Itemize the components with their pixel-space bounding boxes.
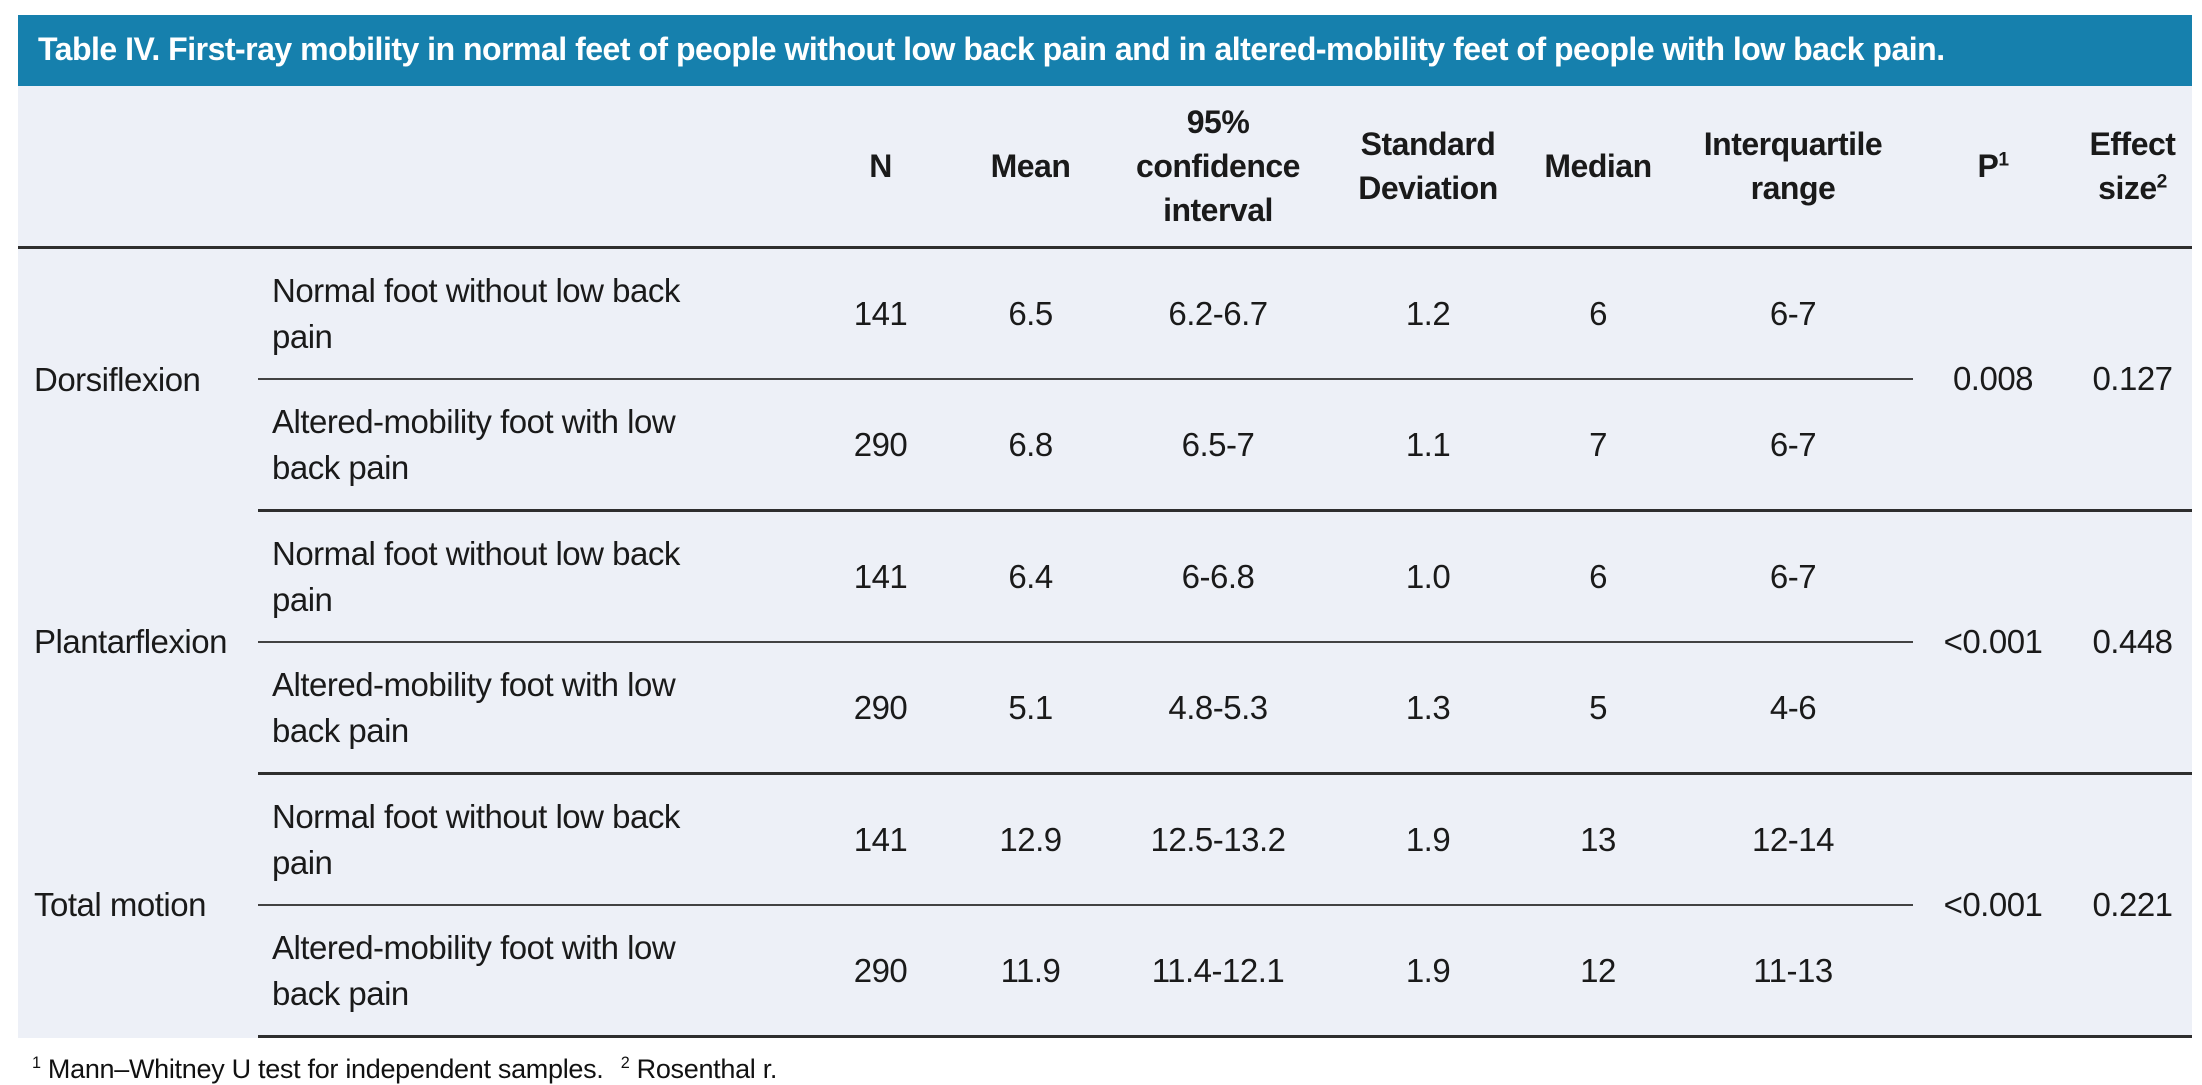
column-header-ci-label: 95% confidence interval [1136, 104, 1300, 228]
column-header-ci: 95% confidence interval [1103, 86, 1333, 249]
column-header-median: Median [1523, 86, 1673, 249]
p-value: 0.008 [1913, 247, 2073, 512]
footnote-superscript-2: 2 [620, 1054, 630, 1072]
sd-value: 1.2 [1333, 247, 1523, 380]
iqr-value: 6-7 [1673, 510, 1913, 643]
n-value: 141 [803, 510, 958, 643]
table-row: Altered-mobility foot with low back pain… [18, 905, 2192, 1038]
footnote-text-1: Mann–Whitney U test for independent samp… [47, 1054, 604, 1084]
condition-label: Altered-mobility foot with low back pain [258, 642, 803, 775]
table-title: Table IV. First-ray mobility in normal f… [38, 31, 1945, 67]
mean-value: 5.1 [958, 642, 1103, 775]
sd-value: 1.1 [1333, 379, 1523, 512]
p-value: <0.001 [1913, 773, 2073, 1038]
table-row: Plantarflexion Normal foot without low b… [18, 510, 2192, 775]
table-row: Altered-mobility foot with low back pain… [18, 379, 2192, 512]
column-header-iqr: Interquartile range [1673, 86, 1913, 249]
median-value: 6 [1523, 510, 1673, 643]
mean-value: 6.8 [958, 379, 1103, 512]
iqr-value: 11-13 [1673, 905, 1913, 1038]
iqr-value: 6-7 [1673, 379, 1913, 512]
condition-label: Altered-mobility foot with low back pain [258, 379, 803, 512]
column-header-effect-size: Effect size2 [2073, 86, 2192, 249]
column-header-p: P1 [1913, 86, 2073, 249]
iqr-value: 12-14 [1673, 773, 1913, 906]
table-row: Altered-mobility foot with low back pain… [18, 642, 2192, 775]
n-value: 141 [803, 247, 958, 380]
sd-value: 1.0 [1333, 510, 1523, 643]
iqr-value: 6-7 [1673, 247, 1913, 380]
data-table-container: N Mean 95% confidence interval Standard … [18, 86, 2192, 1038]
column-header-p-superscript: 1 [1998, 149, 2009, 171]
footnote-text-2: Rosenthal r. [636, 1054, 778, 1084]
median-value: 12 [1523, 905, 1673, 1038]
footnote-part-2: 2 Rosenthal r. [620, 1054, 778, 1084]
median-value: 13 [1523, 773, 1673, 906]
row-group-label: Dorsiflexion [34, 360, 201, 398]
mean-value: 11.9 [958, 905, 1103, 1038]
column-header-iqr-label: Interquartile range [1703, 126, 1883, 206]
sd-value: 1.9 [1333, 905, 1523, 1038]
effect-size-value: 0.221 [2073, 773, 2192, 1038]
p-value: <0.001 [1913, 510, 2073, 775]
mean-value: 12.9 [958, 773, 1103, 906]
median-value: 5 [1523, 642, 1673, 775]
mean-value: 6.5 [958, 247, 1103, 380]
ci-value: 6.5-7 [1103, 379, 1333, 512]
table-row: Dorsiflexion Normal foot without low bac… [18, 247, 2192, 512]
data-table: N Mean 95% confidence interval Standard … [18, 86, 2192, 1038]
n-value: 290 [803, 379, 958, 512]
condition-label: Normal foot without low back pain [258, 510, 803, 643]
mean-value: 6.4 [958, 510, 1103, 643]
column-header-n: N [803, 86, 958, 249]
ci-value: 6.2-6.7 [1103, 247, 1333, 380]
ci-value: 12.5-13.2 [1103, 773, 1333, 906]
header-row: N Mean 95% confidence interval Standard … [18, 86, 2192, 249]
median-value: 6 [1523, 247, 1673, 380]
table-title-bar: Table IV. First-ray mobility in normal f… [18, 15, 2192, 86]
column-header-group-blank [258, 86, 803, 249]
footnote-superscript-1: 1 [32, 1054, 41, 1072]
condition-label: Altered-mobility foot with low back pain [258, 905, 803, 1038]
table-row: Total motion Normal foot without low bac… [18, 773, 2192, 1038]
n-value: 290 [803, 905, 958, 1038]
effect-size-value: 0.127 [2073, 247, 2192, 512]
condition-label: Normal foot without low back pain [258, 773, 803, 906]
column-header-n-label: N [869, 148, 892, 184]
column-header-sd-label: Standard Deviation [1358, 126, 1498, 206]
row-group-label: Total motion [34, 886, 206, 923]
n-value: 141 [803, 773, 958, 906]
effect-size-value: 0.448 [2073, 510, 2192, 775]
column-header-effect-size-superscript: 2 [2156, 171, 2168, 193]
sd-value: 1.3 [1333, 642, 1523, 775]
column-header-motion-blank [18, 86, 258, 249]
iqr-value: 4-6 [1673, 642, 1913, 775]
ci-value: 6-6.8 [1103, 510, 1333, 643]
column-header-sd: Standard Deviation [1333, 86, 1523, 249]
ci-value: 11.4-12.1 [1103, 905, 1333, 1038]
sd-value: 1.9 [1333, 773, 1523, 906]
column-header-effect-size-label: Effect size [2089, 126, 2176, 206]
condition-label: Normal foot without low back pain [258, 247, 803, 380]
row-group-label: Plantarflexion [34, 623, 227, 660]
column-header-mean: Mean [958, 86, 1103, 249]
n-value: 290 [803, 642, 958, 775]
median-value: 7 [1523, 379, 1673, 512]
table-footnote: 1 Mann–Whitney U test for independent sa… [32, 1054, 2192, 1085]
column-header-median-label: Median [1544, 148, 1652, 184]
column-header-mean-label: Mean [990, 148, 1071, 184]
footnote-part-1: 1 Mann–Whitney U test for independent sa… [32, 1054, 604, 1084]
column-header-p-label: P [1977, 148, 1999, 184]
ci-value: 4.8-5.3 [1103, 642, 1333, 775]
